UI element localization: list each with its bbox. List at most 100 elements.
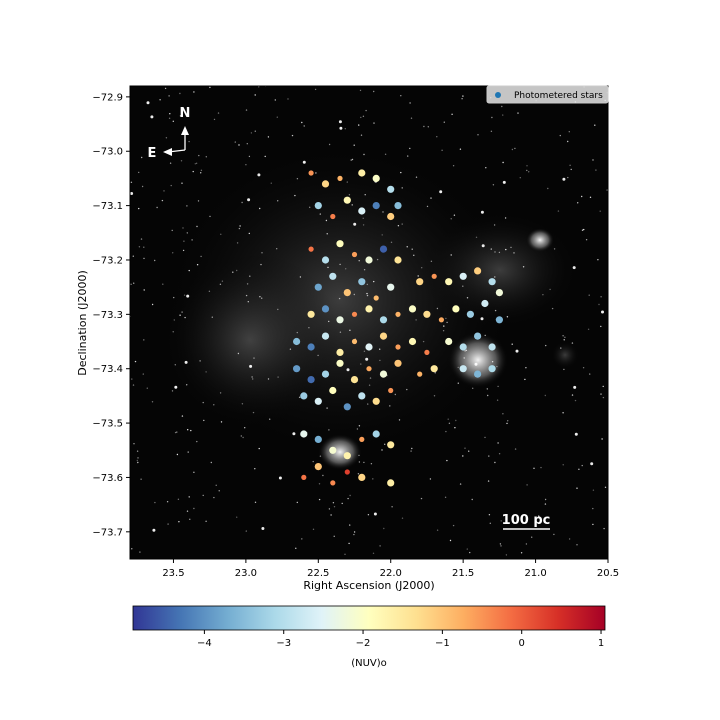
background-star [484,334,486,337]
background-star [464,447,466,449]
background-star [496,399,499,401]
background-star [302,160,306,164]
background-star [132,255,134,257]
background-star [477,134,479,136]
star-point [307,310,315,318]
background-star [151,401,154,403]
background-star [326,233,328,235]
background-star [188,140,190,143]
background-star [502,413,504,415]
star-point [417,371,423,377]
background-star [267,136,270,138]
background-star [138,246,141,248]
background-star [131,548,133,550]
y-tick-label: −73.7 [92,527,123,538]
background-star [499,543,502,545]
colorbar-label: (NUV)o [351,658,387,669]
background-star [492,184,495,186]
background-star [130,192,134,195]
background-star [314,88,317,91]
star-point [466,310,474,318]
background-star [504,217,507,219]
star-point [365,256,373,264]
background-star [137,457,139,459]
background-star [254,94,256,96]
background-star [489,522,491,524]
background-star [245,164,247,166]
background-star [249,364,253,368]
background-star [549,288,551,291]
background-star [193,507,195,510]
background-star [142,373,144,375]
background-star [277,200,279,202]
background-star [443,325,445,327]
background-star [494,309,497,312]
background-star [136,450,139,452]
background-star [569,164,571,166]
background-star [526,169,528,172]
background-star [491,361,494,363]
background-star [430,260,433,262]
star-point [408,305,417,313]
star-point [445,278,453,286]
background-star [210,461,212,464]
background-star [526,165,528,167]
background-star [339,263,341,266]
background-star [276,116,278,118]
background-star [507,420,509,422]
background-star [242,436,244,439]
background-star [578,468,580,470]
y-axis-ticks: −72.9 −73.0 −73.1 −73.2 −73.3 −73.4 −73.5 −73.6… [92,92,130,538]
scale-bar: 100 pc [502,513,550,530]
background-star [525,367,527,369]
star-point [459,272,467,280]
background-star [154,501,156,504]
x-tick-label: 21.5 [452,568,474,579]
x-tick-label: 20.5 [597,568,619,579]
background-star [562,335,564,337]
background-star [327,266,329,269]
background-star [522,266,525,268]
background-star [170,184,172,187]
background-star [244,427,246,429]
background-star [400,95,402,97]
background-star [365,357,369,361]
background-star [205,371,207,373]
background-star [239,225,241,227]
star-point [358,207,366,215]
star-point [329,446,337,454]
background-star [588,294,590,296]
background-star [583,228,585,231]
star-point [300,430,308,438]
background-star [493,224,496,226]
background-star [251,376,253,378]
plot-frame [129,85,609,560]
background-star [358,260,360,262]
background-star [363,153,365,156]
background-star [372,478,374,480]
background-star [496,365,498,368]
background-star [406,246,408,248]
background-star [603,527,605,530]
background-star [407,155,409,157]
background-star [434,372,436,374]
background-star [589,373,591,375]
y-tick-label: −72.9 [92,92,123,103]
background-star [132,384,135,386]
background-star [186,294,190,298]
star-point [358,473,366,481]
background-star [481,244,485,248]
background-star [172,331,174,333]
background-star [544,394,546,397]
background-star [174,385,178,389]
background-star [349,524,351,526]
background-star [193,471,195,473]
background-star [296,331,298,334]
star-point [329,272,337,280]
background-star [373,122,375,124]
colorbar-ticks: −4 −3 −2 −1 0 1 [197,630,604,649]
background-star [289,348,292,350]
background-star [345,268,347,270]
background-star [562,177,566,181]
background-star [469,551,471,554]
